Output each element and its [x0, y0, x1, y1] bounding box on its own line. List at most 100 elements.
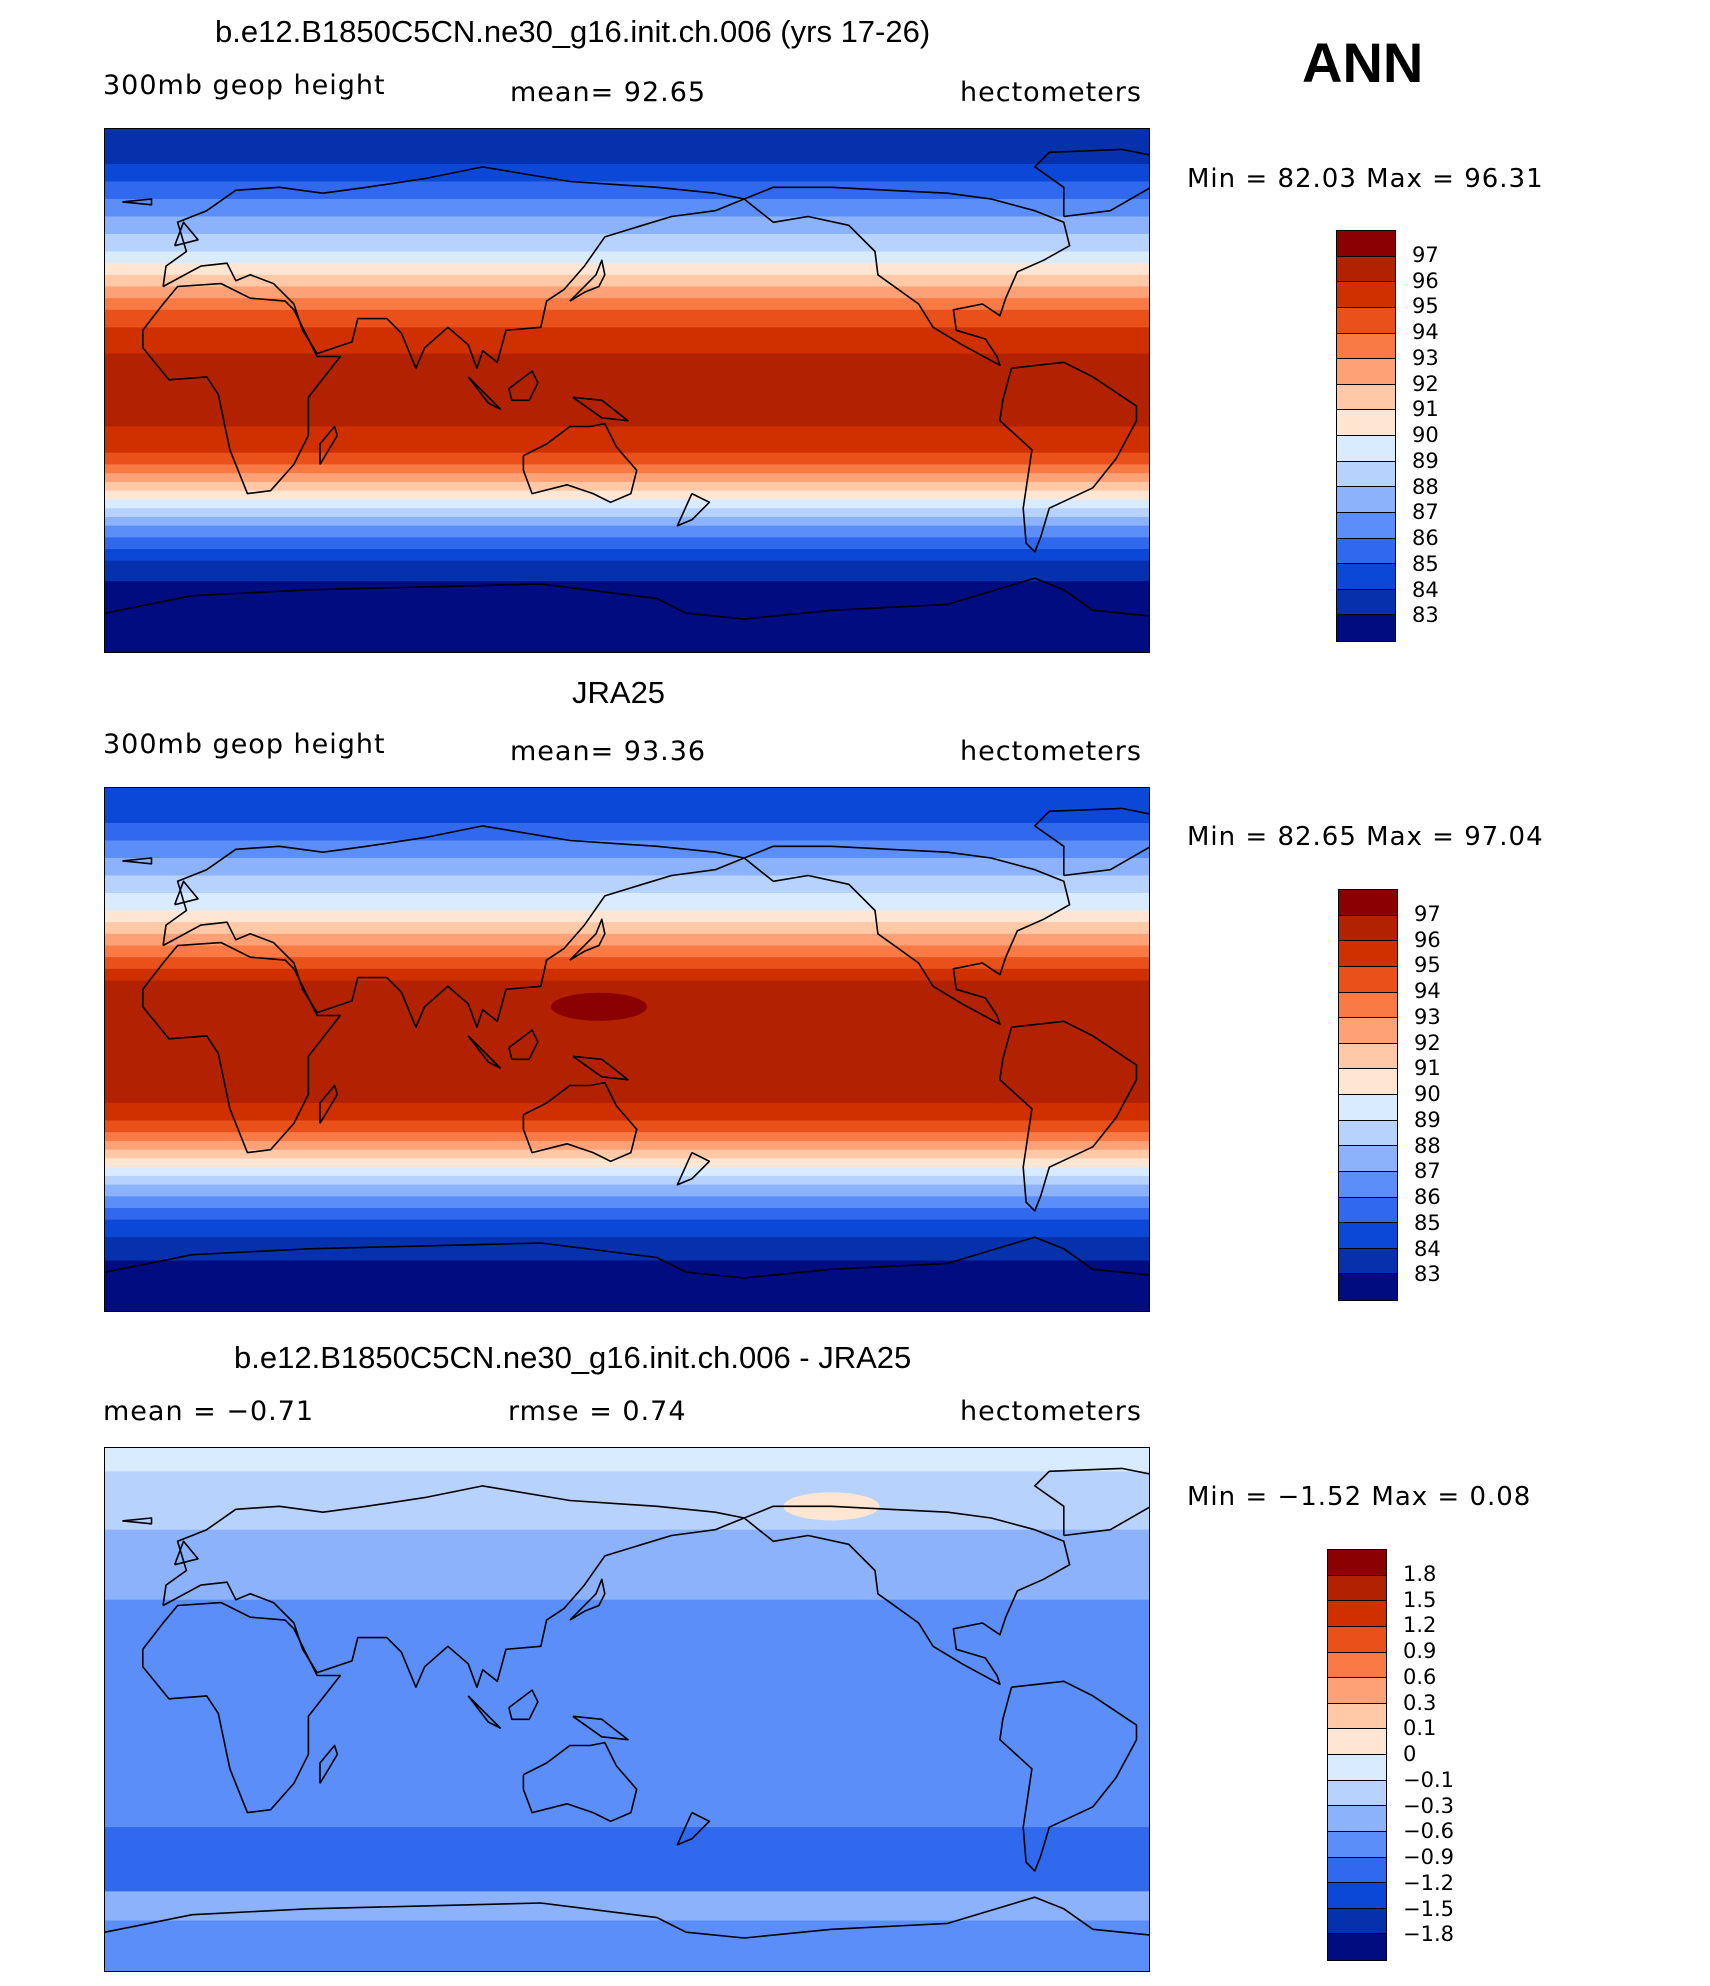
colorbar-tick-label: 89 — [1414, 1107, 1441, 1132]
colorbar-box — [1337, 564, 1395, 590]
contour-band — [105, 464, 1149, 474]
contour-band — [105, 957, 1149, 970]
contour-band — [105, 234, 1149, 252]
colorbar-box — [1328, 1934, 1386, 1960]
coastline — [319, 1084, 339, 1124]
panel-model-variable-label: 300mb geop height — [103, 70, 386, 101]
panel-obs-colorbar — [1338, 889, 1398, 1301]
colorbar-box — [1339, 966, 1397, 993]
contour-band — [105, 788, 1149, 824]
colorbar-tick-label: 0.6 — [1403, 1664, 1437, 1689]
coastline — [122, 857, 153, 865]
colorbar-tick-label: 89 — [1412, 448, 1439, 473]
colorbar-box — [1339, 1146, 1397, 1172]
panel-diff-colorbar — [1327, 1549, 1387, 1961]
contour-band — [105, 1827, 1149, 1892]
coastline — [467, 1035, 502, 1069]
contour-band — [105, 199, 1149, 217]
contour-band — [105, 823, 1149, 841]
coastline — [1033, 148, 1149, 218]
panel-model-map — [104, 128, 1150, 653]
colorbar-tick-label: 88 — [1412, 474, 1439, 499]
colorbar-tick-label: 91 — [1412, 397, 1439, 422]
contour-band — [105, 516, 1149, 527]
colorbar-box — [1337, 282, 1395, 308]
panel-obs-units-label: hectometers — [960, 736, 1142, 767]
colorbar-box — [1328, 1703, 1386, 1730]
panel-obs-mean-label: mean= 93.36 — [510, 736, 707, 767]
colorbar-box — [1328, 1755, 1386, 1781]
panel-model-mean-label: mean= 92.65 — [510, 77, 707, 108]
coastline — [743, 1505, 1071, 1686]
colorbar-tick-label: 90 — [1414, 1082, 1441, 1106]
colorbar-box — [1328, 1652, 1386, 1679]
coastline — [467, 376, 502, 410]
colorbar-tick-label: −0.3 — [1403, 1793, 1454, 1818]
colorbar-box — [1339, 1069, 1397, 1095]
colorbar-tick-label: 85 — [1414, 1210, 1441, 1235]
coastline — [999, 1680, 1138, 1872]
colorbar-tick-label: 88 — [1414, 1133, 1441, 1158]
coastline — [173, 1540, 199, 1566]
colorbar-box — [1339, 1043, 1397, 1070]
coastline — [743, 186, 1071, 367]
panel-model-title: b.e12.B1850C5CN.ne30_g16.init.ch.006 (yr… — [215, 14, 931, 49]
colorbar-tick-label: −0.9 — [1403, 1845, 1454, 1869]
colorbar-tick-label: −0.6 — [1403, 1819, 1454, 1844]
contour-band — [105, 945, 1149, 958]
coastline — [569, 1578, 606, 1621]
coastline — [522, 1081, 638, 1163]
colorbar-tick-label: 84 — [1412, 577, 1439, 602]
coastline — [1033, 1467, 1149, 1537]
colorbar-tick-label: 1.5 — [1403, 1587, 1437, 1612]
panel-diff-units-label: hectometers — [960, 1396, 1142, 1427]
colorbar-box — [1339, 915, 1397, 942]
coastline — [572, 396, 629, 422]
colorbar-box — [1339, 1248, 1397, 1275]
coastline — [676, 1151, 711, 1186]
contour-band — [105, 1158, 1149, 1168]
contour-band — [105, 1140, 1149, 1151]
colorbar-box — [1337, 538, 1395, 565]
colorbar-tick-label: 87 — [1412, 500, 1439, 525]
contour-band — [105, 1132, 1149, 1142]
contour-band — [105, 549, 1149, 562]
contour-band — [105, 499, 1149, 509]
contour-band — [105, 473, 1149, 483]
contour-band — [105, 1891, 1149, 1921]
colorbar-tick-label: 97 — [1412, 242, 1439, 267]
contour-band — [105, 1167, 1149, 1177]
map-canvas — [105, 788, 1149, 1311]
contour-band — [105, 1448, 1149, 1472]
colorbar-tick-label: 92 — [1412, 371, 1439, 396]
coastline — [105, 577, 1149, 620]
panel-diff-mean-label: mean = −0.71 — [103, 1396, 315, 1427]
panel-model-units-label: hectometers — [960, 77, 1142, 108]
colorbar-box — [1328, 1575, 1386, 1602]
colorbar-tick-label: 96 — [1414, 927, 1441, 952]
coastline — [105, 1896, 1149, 1939]
contour-band — [105, 1471, 1149, 1531]
coastline — [508, 370, 539, 402]
colorbar-box — [1337, 512, 1395, 539]
panel-obs-title: JRA25 — [572, 675, 666, 710]
coastline — [141, 941, 342, 1154]
colorbar-tick-label: 0.3 — [1403, 1690, 1437, 1715]
colorbar-box — [1337, 461, 1395, 488]
panel-diff-minmax-label: Min = −1.52 Max = 0.08 — [1187, 1482, 1532, 1512]
colorbar-tick-label: 0.9 — [1403, 1639, 1437, 1663]
colorbar-tick-label: 92 — [1414, 1030, 1441, 1055]
colorbar-tick-label: 93 — [1412, 345, 1439, 370]
coastline — [319, 425, 339, 465]
contour-band — [105, 216, 1149, 235]
coastline — [569, 259, 606, 302]
colorbar-box — [1339, 1223, 1397, 1249]
colorbar-tick-label: 97 — [1414, 901, 1441, 926]
panel-diff-title: b.e12.B1850C5CN.ne30_g16.init.ch.006 - J… — [234, 1340, 912, 1375]
colorbar-box — [1337, 589, 1395, 616]
contour-band — [105, 858, 1149, 876]
panel-obs-variable-label: 300mb geop height — [103, 729, 386, 760]
colorbar-tick-label: 86 — [1412, 526, 1439, 550]
colorbar-box — [1337, 487, 1395, 513]
contour-band — [105, 263, 1149, 276]
